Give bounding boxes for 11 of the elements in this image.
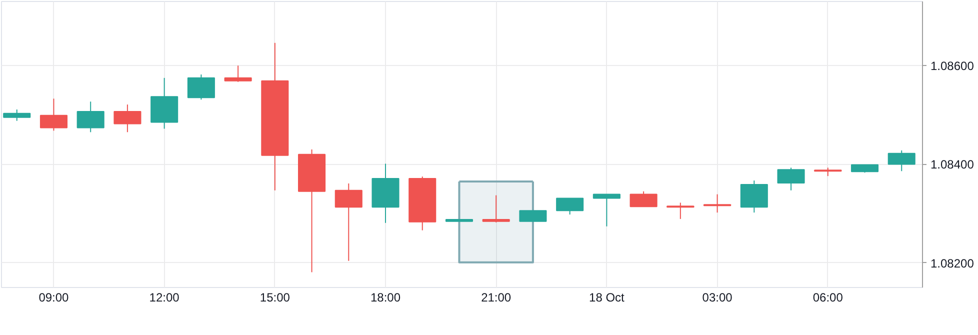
x-tick-label: 15:00 — [260, 290, 290, 304]
y-tick-label: 1.08400 — [930, 158, 974, 172]
x-tick-label: 18 Oct — [589, 290, 626, 304]
x-tick-label: 06:00 — [812, 290, 844, 304]
y-tick-label: 1.08600 — [930, 59, 974, 74]
x-tick-label: 18:00 — [370, 290, 401, 304]
x-tick-label: 21:00 — [481, 290, 512, 304]
x-tick-label: 03:00 — [702, 290, 733, 304]
x-tick-label: 09:00 — [38, 290, 70, 304]
x-tick-label: 12:00 — [149, 290, 180, 304]
y-tick-label: 1.08200 — [930, 256, 974, 270]
